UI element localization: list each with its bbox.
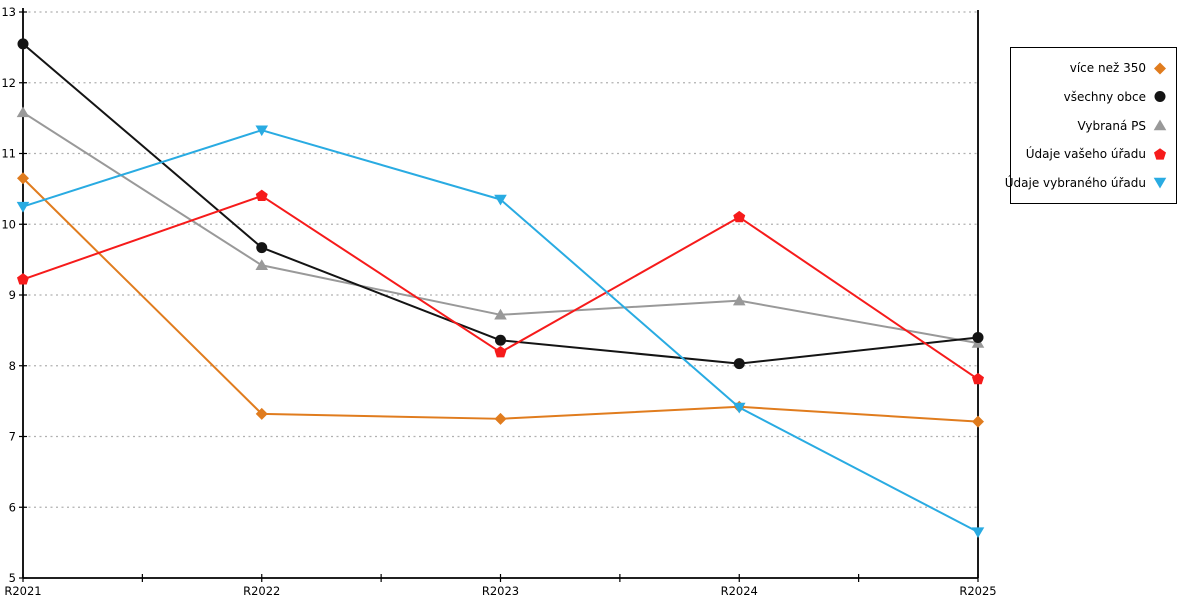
legend-marker-pentagon-icon [1152,147,1168,162]
data-point [494,412,507,425]
legend-item: Údaje vybraného úřadu [1005,168,1168,197]
legend-marker-diamond-icon [1152,61,1168,76]
chart-svg: 5 6 7 8 9 10 11 12 13 R2021 R2022 R2023 R2024 R2025 [1,5,996,598]
data-point [733,358,745,370]
data-point [494,194,507,206]
legend-marker-glyph [1153,177,1167,189]
data-point [256,242,268,254]
legend-item: více než 350 [1011,54,1168,83]
legend-marker-circle-icon [1152,89,1168,104]
legend-marker-glyph [1153,119,1167,131]
y-tick-label: 13 [1,5,16,19]
data-point [494,308,507,320]
legend-item: Vybraná PS [1011,111,1168,140]
legend-label: více než 350 [1069,61,1146,76]
legend-marker-triangle-up-icon [1152,118,1168,133]
y-tick-label: 7 [9,430,16,444]
y-tick-label: 11 [1,147,16,161]
series-line-2 [22,111,979,345]
x-tick-label: R2025 [959,584,996,598]
legend-marker-triangle-down-icon [1152,175,1168,190]
x-tick-label: R2021 [4,584,41,598]
data-point [972,415,984,428]
data-point [17,38,29,50]
data-point [972,372,984,385]
legend-marker-glyph [1154,62,1166,75]
y-tick-label: 8 [9,359,16,373]
data-point [971,527,985,539]
data-point [495,334,506,346]
data-point [17,172,29,185]
series-line-0 [22,177,979,423]
y-tick-label: 12 [1,76,16,90]
legend-label: všechny obce [1063,89,1146,104]
data-point [255,407,268,420]
x-tick-label: R2024 [721,584,758,598]
legend-label: Údaje vašeho úřadu [1025,147,1146,162]
legend-marker-glyph [1154,147,1166,160]
x-tick-label: R2023 [482,584,519,598]
legend-label: Vybraná PS [1077,118,1146,133]
y-tick-label: 6 [9,500,16,514]
legend-item: Údaje vašeho úřadu [1011,140,1168,169]
data-point [16,201,30,213]
y-tick-label: 5 [9,571,16,585]
x-tick-label: R2022 [243,584,280,598]
legend-marker-glyph [1154,91,1166,103]
data-point [732,294,746,306]
data-point [494,346,507,358]
y-tick-label: 10 [1,217,16,231]
data-point [255,189,268,202]
data-point [17,273,29,285]
data-point [972,331,984,343]
y-tick-label: 9 [9,288,16,302]
legend-label: Údaje vybraného úřadu [1004,175,1146,190]
data-point [255,125,269,137]
series-line-4 [22,129,979,533]
legend-box: více než 350 všechny obce Vybraná PS Úda… [1005,47,1177,204]
data-point [16,106,30,118]
data-point [733,210,746,223]
data-point [732,402,746,414]
legend-item: všechny obce [1011,83,1168,112]
data-point [255,259,269,270]
